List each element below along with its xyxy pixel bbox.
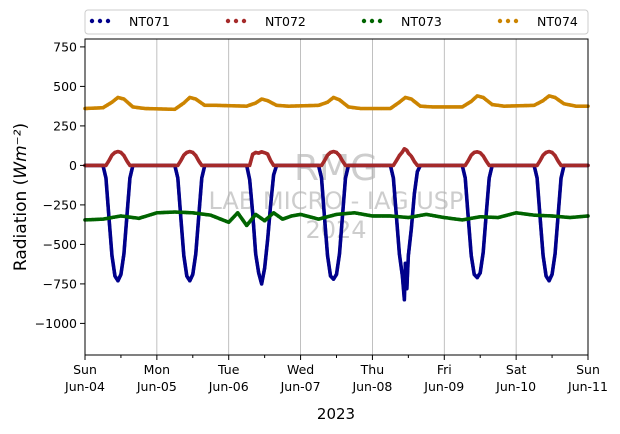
- x-tick-label-day: Fri: [437, 362, 452, 377]
- legend-marker: [241, 18, 247, 24]
- y-tick-label: −500: [43, 237, 77, 252]
- legend: NT071 NT072 NT073 NT074: [84, 9, 589, 35]
- legend-box: [84, 9, 589, 35]
- x-tick-label-date: Jun-07: [280, 379, 321, 394]
- y-tick-label: −750: [43, 276, 77, 291]
- legend-marker: [89, 18, 95, 24]
- legend-marker: [497, 18, 503, 24]
- legend-marker: [377, 18, 383, 24]
- series-NT074: [83, 94, 590, 112]
- x-tick-label-day: Thu: [360, 362, 384, 377]
- legend-label: NT072: [265, 14, 306, 29]
- y-axis: 750 500 250 0 −250 −500 −750 −1000: [35, 39, 85, 331]
- legend-item-NT073: NT073: [361, 14, 442, 29]
- x-tick-label-date: Jun-11: [567, 379, 608, 394]
- legend-label: NT074: [537, 14, 578, 29]
- legend-marker: [505, 18, 511, 24]
- legend-marker: [105, 18, 111, 24]
- legend-marker: [513, 18, 519, 24]
- x-tick-label-date: Jun-04: [64, 379, 105, 394]
- legend-label: NT071: [129, 14, 170, 29]
- x-tick-label-date: Jun-10: [495, 379, 536, 394]
- x-tick-label-date: Jun-05: [136, 379, 177, 394]
- legend-marker: [361, 18, 367, 24]
- legend-marker: [97, 18, 103, 24]
- x-tick-label-date: Jun-09: [423, 379, 464, 394]
- watermark-text: RMG: [294, 148, 378, 189]
- x-axis: Sun Jun-04 Mon Jun-05 Tue Jun-06 Wed Jun-07 Thu J…: [64, 355, 608, 394]
- x-tick-label-date: Jun-08: [351, 379, 392, 394]
- y-tick-label: 750: [53, 39, 77, 54]
- legend-marker: [369, 18, 375, 24]
- y-tick-label: −250: [43, 197, 77, 212]
- x-tick-label-day: Sun: [576, 362, 600, 377]
- legend-item-NT074: NT074: [497, 14, 578, 29]
- legend-marker: [233, 18, 239, 24]
- legend-item-NT071: NT071: [89, 14, 170, 29]
- y-tick-label: 0: [69, 158, 77, 173]
- series-NT073: [83, 210, 590, 228]
- x-tick-label-day: Tue: [217, 362, 240, 377]
- x-tick-label-date: Jun-06: [208, 379, 249, 394]
- y-tick-label: −1000: [35, 316, 77, 331]
- legend-item-NT072: NT072: [225, 14, 306, 29]
- watermark-text: LAB MICRO - IAG USP: [208, 187, 463, 215]
- x-tick-label-day: Mon: [144, 362, 170, 377]
- x-tick-label-day: Sun: [73, 362, 97, 377]
- legend-label: NT073: [401, 14, 442, 29]
- legend-marker: [225, 18, 231, 24]
- x-axis-label: 2023: [317, 405, 355, 423]
- y-tick-label: 500: [53, 79, 77, 94]
- grid: [156, 39, 517, 355]
- x-tick-label-day: Wed: [287, 362, 314, 377]
- watermark-text: 2024: [305, 216, 366, 244]
- y-tick-label: 250: [53, 118, 77, 133]
- series-layer: [83, 94, 590, 302]
- y-axis-label: Radiation (Wm⁻²): [11, 123, 31, 271]
- x-tick-label-day: Sat: [506, 362, 527, 377]
- series-NT072: [83, 147, 590, 168]
